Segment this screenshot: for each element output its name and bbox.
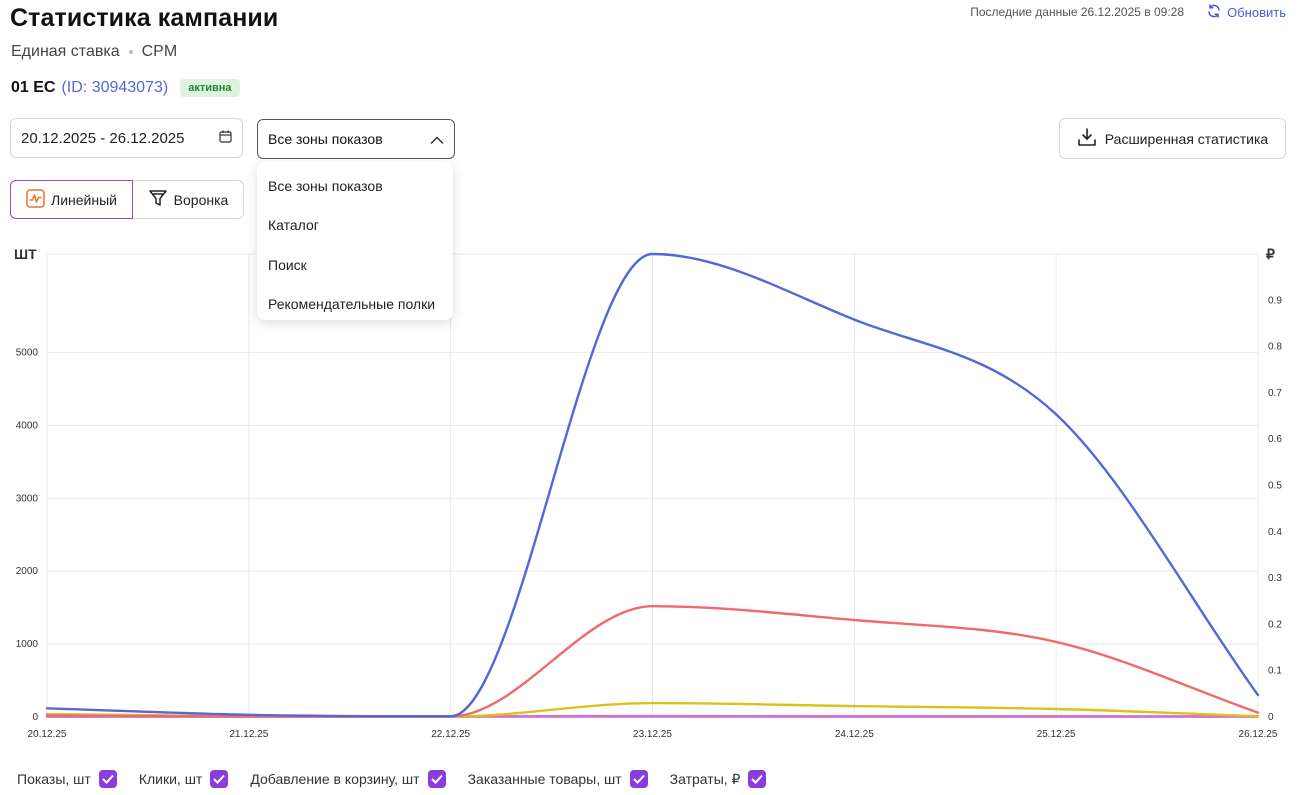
y-tick-label-right: 0.4 — [1268, 527, 1282, 538]
campaign-name: 01 ЕС — [11, 79, 56, 96]
date-range-picker[interactable]: 20.12.2025 - 26.12.2025 — [10, 118, 243, 158]
view-funnel-label: Воронка — [173, 191, 229, 208]
zone-select[interactable]: Все зоны показов — [257, 119, 455, 159]
x-tick-label: 24.12.25 — [835, 729, 874, 740]
view-linear-label: Линейный — [51, 191, 117, 208]
series-line-impressions — [45, 252, 1260, 718]
campaign-id-link[interactable]: (ID: 30943073) — [61, 79, 169, 96]
line-chart: 0 1000 2000 3000 4000 5000 0 0.1 0.2 0.3 0.4 0.5 0.6… — [14, 246, 1282, 740]
status-badge: активна — [180, 79, 240, 97]
zone-option-all[interactable]: Все зоны показов — [268, 177, 383, 194]
zone-select-value: Все зоны показов — [268, 131, 383, 147]
chevron-up-icon — [430, 131, 444, 147]
y-tick-label-right: 0.9 — [1268, 295, 1282, 306]
y-axis-unit-left: ШТ — [14, 246, 37, 262]
refresh-label: Обновить — [1227, 5, 1286, 20]
checkbox-checked-icon[interactable] — [427, 770, 446, 788]
line-chart-icon — [26, 188, 45, 211]
x-tick-label: 25.12.25 — [1037, 729, 1076, 740]
legend-label-clicks: Клики, шт — [138, 771, 203, 787]
y-tick-label-left: 0 — [32, 712, 38, 723]
view-funnel-button[interactable]: Воронка — [132, 180, 244, 219]
legend-item-clicks[interactable]: Клики, шт — [139, 770, 229, 788]
funnel-icon — [148, 188, 168, 211]
y-tick-label-right: 0.6 — [1268, 434, 1282, 445]
calendar-icon — [219, 130, 232, 147]
y-tick-label-left: 5000 — [16, 347, 39, 358]
x-tick-label: 20.12.25 — [28, 729, 67, 740]
legend-item-orders[interactable]: Заказанные товары, шт — [468, 770, 648, 788]
separator-dot — [128, 50, 133, 54]
view-linear-button[interactable]: Линейный — [10, 180, 133, 219]
checkbox-checked-icon[interactable] — [98, 770, 117, 788]
zone-option-search[interactable]: Поиск — [268, 256, 307, 273]
y-tick-label-left: 4000 — [16, 420, 39, 431]
zone-option-recommendations[interactable]: Рекомендательные полки — [268, 296, 436, 313]
y-tick-label-right: 0.7 — [1268, 388, 1282, 399]
y-tick-label-right: 0.8 — [1268, 342, 1282, 353]
legend-item-impressions[interactable]: Показы, шт — [17, 770, 117, 788]
y-tick-label-left: 2000 — [16, 566, 39, 577]
extended-stats-label: Расширенная статистика — [1104, 130, 1269, 147]
zone-dropdown-menu: Все зоны показов Каталог Поиск Рекоменда… — [257, 162, 453, 320]
legend-label-spend: Затраты, ₽ — [669, 770, 741, 787]
campaign-row: 01 ЕС (ID: 30943073) активна — [11, 79, 240, 97]
y-tick-label-right: 0.1 — [1268, 666, 1282, 677]
x-tick-label: 26.12.25 — [1239, 729, 1278, 740]
legend-item-spend[interactable]: Затраты, ₽ — [670, 770, 767, 788]
download-icon — [1077, 127, 1097, 150]
y-tick-label-right: 0 — [1268, 712, 1274, 723]
y-tick-label-left: 1000 — [16, 639, 39, 650]
chart-legend: Показы, шт Клики, шт Добавление в корзин… — [17, 770, 788, 788]
checkbox-checked-icon[interactable] — [629, 770, 648, 788]
legend-label-add-to-cart: Добавление в корзину, шт — [250, 771, 420, 787]
checkbox-checked-icon[interactable] — [748, 770, 767, 788]
x-tick-label: 21.12.25 — [229, 729, 268, 740]
date-range-value: 20.12.2025 - 26.12.2025 — [21, 129, 185, 147]
payment-model: CPM — [141, 43, 178, 60]
zone-option-catalog[interactable]: Каталог — [268, 217, 319, 234]
legend-label-impressions: Показы, шт — [17, 771, 91, 787]
y-tick-label-right: 0.3 — [1268, 573, 1282, 584]
series-line-clicks — [45, 604, 1260, 718]
y-axis-unit-right: ₽ — [1266, 246, 1275, 262]
last-data-timestamp: Последние данные 26.12.2025 в 09:28 — [970, 5, 1184, 19]
x-tick-label: 22.12.25 — [431, 729, 470, 740]
refresh-icon — [1207, 4, 1221, 21]
checkbox-checked-icon[interactable] — [210, 770, 229, 788]
extended-stats-button[interactable]: Расширенная статистика — [1059, 118, 1286, 159]
page-title: Статистика кампании — [10, 4, 279, 32]
y-tick-label-right: 0.2 — [1268, 619, 1282, 630]
y-tick-label-right: 0.5 — [1268, 481, 1282, 492]
legend-label-orders: Заказанные товары, шт — [467, 771, 622, 787]
bid-type: Единая ставка — [11, 43, 120, 60]
legend-item-add-to-cart[interactable]: Добавление в корзину, шт — [250, 770, 446, 788]
x-tick-label: 23.12.25 — [633, 729, 672, 740]
refresh-button[interactable]: Обновить — [1207, 4, 1286, 21]
campaign-subtitle: Единая ставка CPM — [11, 43, 177, 61]
y-tick-label-left: 3000 — [16, 493, 39, 504]
